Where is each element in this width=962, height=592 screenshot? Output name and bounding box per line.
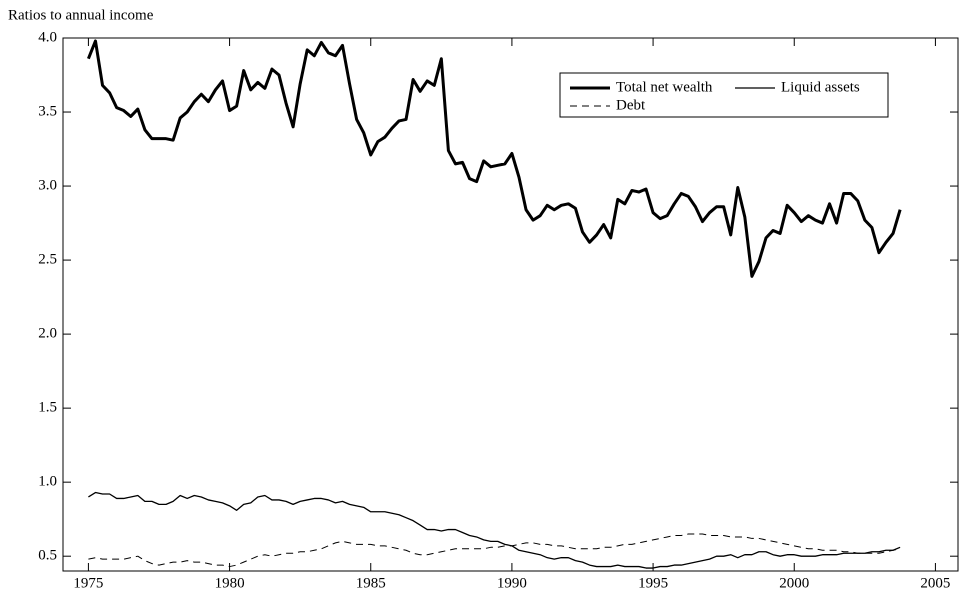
- plot-frame: [62, 37, 959, 572]
- y-tick-label: 0.5: [38, 548, 57, 564]
- y-axis-label: Ratios to annual income: [8, 7, 154, 23]
- x-tick-label: 1975: [73, 575, 103, 591]
- y-tick-label: 4.0: [38, 29, 57, 45]
- series-line: [88, 491, 901, 569]
- legend-label: Total net wealth: [616, 79, 713, 95]
- x-tick-label: 2005: [920, 575, 950, 591]
- x-tick-label: 1980: [215, 575, 245, 591]
- y-tick-label: 2.5: [38, 252, 57, 268]
- series-line: [87, 39, 902, 278]
- legend-box: [559, 72, 889, 118]
- x-tick-label: 1990: [497, 575, 527, 591]
- x-tick-label: 1995: [638, 575, 668, 591]
- legend-label: Liquid assets: [781, 79, 860, 95]
- legend-label: Debt: [616, 97, 646, 113]
- y-tick-label: 2.0: [38, 326, 57, 342]
- x-tick-label: 2000: [779, 575, 809, 591]
- series-line: [88, 533, 901, 568]
- x-tick-label: 1985: [356, 575, 386, 591]
- y-tick-label: 3.0: [38, 177, 57, 193]
- y-tick-label: 1.5: [38, 400, 57, 416]
- y-tick-label: 1.0: [38, 474, 57, 490]
- y-tick-label: 3.5: [38, 103, 57, 119]
